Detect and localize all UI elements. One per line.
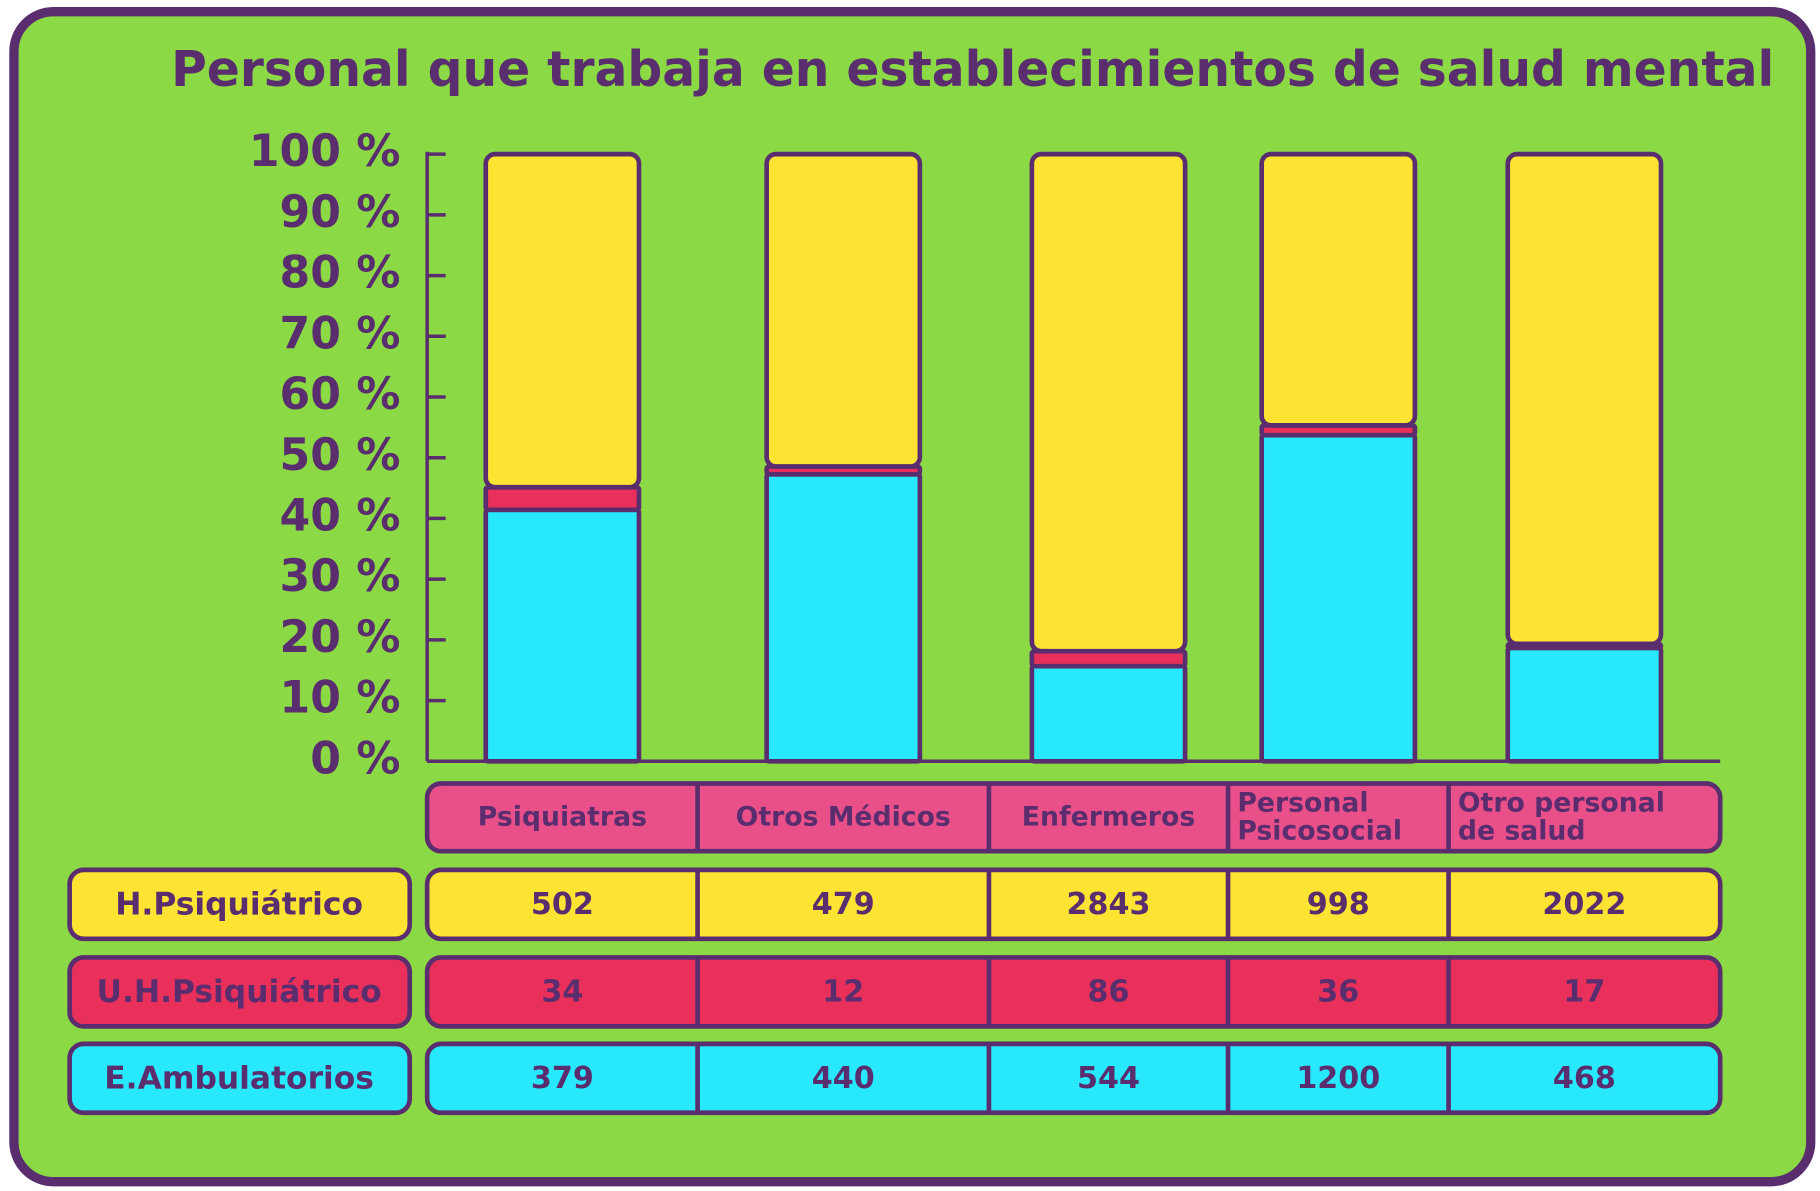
- data-label: 12: [822, 975, 864, 1010]
- x-tick-label: Psiquiatras: [477, 802, 647, 833]
- data-label: 34: [541, 975, 583, 1010]
- data-label: 998: [1307, 887, 1370, 922]
- bar-segment: [483, 507, 642, 764]
- legend-label: H.Psiquiátrico: [115, 886, 363, 922]
- bar-segment: [1029, 151, 1188, 654]
- data-label: 544: [1077, 1061, 1140, 1096]
- bar-segment: [764, 151, 923, 469]
- y-tick-label: 60 %: [280, 369, 401, 420]
- header-cell: Otros Médicos: [735, 802, 951, 833]
- data-label: 468: [1553, 1061, 1616, 1096]
- data-label: 479: [812, 887, 875, 922]
- data-label: 86: [1087, 975, 1129, 1010]
- legend-swatch: [67, 955, 413, 1029]
- bar-segment: [1505, 151, 1664, 647]
- y-tick-label: 80 %: [280, 247, 401, 298]
- data-label: 1200: [1296, 1061, 1380, 1096]
- x-tick-label: Otro personal de salud: [1457, 788, 1665, 847]
- header-cell: Otro personal de salud: [1457, 788, 1665, 847]
- chart-title: Personal que trabaja en establecimientos…: [171, 41, 1774, 98]
- bar-segment: [1259, 432, 1418, 764]
- y-tick-label: 30 %: [280, 551, 401, 602]
- header-cell: Enfermeros: [1021, 802, 1196, 833]
- data-label: 440: [812, 1061, 875, 1096]
- data-label: 17: [1563, 975, 1605, 1010]
- y-tick-label: 20 %: [280, 612, 401, 663]
- y-tick-label: 70 %: [280, 308, 401, 359]
- y-tick-label: 100 %: [249, 126, 401, 177]
- data-label: 2843: [1067, 887, 1151, 922]
- table-row: [424, 955, 1723, 1029]
- bar-segment: [764, 472, 923, 764]
- legend-swatch: [67, 867, 413, 942]
- table-row: [424, 1041, 1723, 1116]
- x-tick-label: Personal Psicosocial: [1237, 788, 1402, 847]
- header-cell: Personal Psicosocial: [1237, 788, 1402, 847]
- data-label: 502: [531, 887, 594, 922]
- bar-segment: [483, 484, 642, 513]
- header-cell: Psiquiatras: [477, 802, 647, 833]
- x-tick-label: Enfermeros: [1021, 802, 1196, 833]
- y-tick-label: 40 %: [280, 490, 401, 541]
- legend-swatch: [67, 1041, 413, 1116]
- header-row: [424, 781, 1723, 854]
- data-label: 36: [1317, 975, 1359, 1010]
- y-tick-label: 10 %: [280, 673, 401, 724]
- bar-segment: [1029, 663, 1188, 764]
- legend-label: E.Ambulatorios: [104, 1060, 374, 1096]
- bar-segment: [1259, 151, 1418, 428]
- y-tick-label: 90 %: [280, 187, 401, 238]
- legend-label: U.H.Psiquiátrico: [97, 974, 382, 1010]
- data-label: 379: [531, 1061, 594, 1096]
- data-label: 2022: [1542, 887, 1626, 922]
- bar-segment: [483, 151, 642, 490]
- y-tick-label: 0 %: [310, 733, 400, 784]
- y-tick-label: 50 %: [280, 430, 401, 481]
- table-row: [424, 867, 1723, 942]
- bar-segment: [1505, 645, 1664, 764]
- x-tick-label: Otros Médicos: [735, 802, 951, 833]
